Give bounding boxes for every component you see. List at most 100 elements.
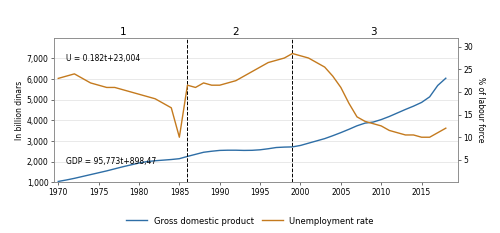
Gross domestic product	[265, 147, 271, 150]
Unemployment rate	[104, 86, 110, 89]
Gross domestic product	[354, 124, 360, 127]
Gross domestic product	[443, 77, 449, 80]
Gross domestic product	[160, 159, 166, 161]
Gross domestic product	[426, 96, 432, 98]
Unemployment rate	[136, 93, 142, 96]
Unemployment rate	[233, 79, 239, 82]
Gross domestic product	[257, 148, 263, 151]
Unemployment rate	[354, 116, 360, 118]
Unemployment rate	[338, 86, 344, 89]
Unemployment rate	[112, 86, 118, 89]
Unemployment rate	[208, 84, 214, 87]
Unemployment rate	[386, 129, 392, 132]
Gross domestic product	[128, 164, 134, 166]
Gross domestic product	[88, 173, 94, 176]
Gross domestic product	[184, 155, 190, 158]
Gross domestic product	[298, 144, 304, 147]
Unemployment rate	[241, 75, 247, 78]
Unemployment rate	[176, 136, 182, 139]
Unemployment rate	[200, 82, 206, 84]
Gross domestic product	[338, 131, 344, 134]
Gross domestic product	[176, 157, 182, 160]
Text: 2: 2	[232, 27, 239, 37]
Gross domestic product	[241, 149, 247, 152]
Unemployment rate	[418, 136, 424, 139]
Y-axis label: % of labour force: % of labour force	[476, 77, 485, 143]
Unemployment rate	[298, 54, 304, 57]
Unemployment rate	[160, 102, 166, 105]
Unemployment rate	[88, 82, 94, 84]
Gross domestic product	[120, 165, 126, 168]
Gross domestic product	[306, 142, 312, 144]
Gross domestic product	[370, 121, 376, 123]
Gross domestic product	[112, 168, 118, 170]
Gross domestic product	[249, 149, 255, 152]
Unemployment rate	[184, 84, 190, 87]
Gross domestic product	[96, 171, 102, 174]
Gross domestic product	[322, 137, 328, 140]
Gross domestic product	[273, 146, 279, 149]
Unemployment rate	[330, 75, 336, 78]
Unemployment rate	[144, 95, 150, 98]
Gross domestic product	[362, 122, 368, 124]
Unemployment rate	[249, 70, 255, 73]
Text: GDP = 95,773t+898,47: GDP = 95,773t+898,47	[66, 157, 156, 166]
Unemployment rate	[55, 77, 61, 80]
Unemployment rate	[314, 61, 320, 64]
Y-axis label: In billion dinars: In billion dinars	[15, 80, 24, 140]
Gross domestic product	[233, 149, 239, 152]
Unemployment rate	[394, 131, 400, 134]
Unemployment rate	[282, 57, 288, 59]
Gross domestic product	[55, 180, 61, 183]
Unemployment rate	[410, 134, 416, 136]
Unemployment rate	[168, 106, 174, 109]
Text: 3: 3	[370, 27, 376, 37]
Unemployment rate	[322, 66, 328, 69]
Unemployment rate	[225, 82, 231, 84]
Unemployment rate	[152, 97, 158, 100]
Unemployment rate	[64, 75, 70, 78]
Unemployment rate	[192, 86, 198, 89]
Gross domestic product	[152, 159, 158, 162]
Gross domestic product	[80, 175, 86, 178]
Gross domestic product	[200, 151, 206, 154]
Unemployment rate	[273, 59, 279, 62]
Gross domestic product	[282, 146, 288, 148]
Gross domestic product	[330, 134, 336, 137]
Line: Unemployment rate: Unemployment rate	[58, 54, 446, 137]
Unemployment rate	[72, 72, 78, 75]
Text: 1: 1	[120, 27, 126, 37]
Gross domestic product	[346, 128, 352, 131]
Unemployment rate	[402, 134, 408, 136]
Gross domestic product	[225, 149, 231, 152]
Gross domestic product	[314, 140, 320, 142]
Unemployment rate	[96, 84, 102, 87]
Gross domestic product	[378, 118, 384, 121]
Gross domestic product	[216, 149, 222, 152]
Unemployment rate	[362, 120, 368, 123]
Gross domestic product	[208, 150, 214, 153]
Gross domestic product	[168, 158, 174, 161]
Gross domestic product	[64, 178, 70, 181]
Gross domestic product	[290, 145, 296, 148]
Unemployment rate	[216, 84, 222, 87]
Unemployment rate	[370, 122, 376, 125]
Gross domestic product	[410, 105, 416, 108]
Unemployment rate	[120, 88, 126, 91]
Gross domestic product	[136, 162, 142, 164]
Gross domestic product	[394, 112, 400, 114]
Unemployment rate	[346, 102, 352, 105]
Legend: Gross domestic product, Unemployment rate: Gross domestic product, Unemployment rat…	[122, 213, 378, 229]
Line: Gross domestic product: Gross domestic product	[58, 78, 446, 182]
Gross domestic product	[144, 160, 150, 163]
Unemployment rate	[290, 52, 296, 55]
Unemployment rate	[434, 131, 440, 134]
Gross domestic product	[402, 108, 408, 111]
Unemployment rate	[306, 57, 312, 59]
Gross domestic product	[104, 169, 110, 172]
Gross domestic product	[72, 177, 78, 180]
Gross domestic product	[192, 153, 198, 156]
Gross domestic product	[434, 84, 440, 87]
Gross domestic product	[418, 101, 424, 104]
Unemployment rate	[378, 124, 384, 127]
